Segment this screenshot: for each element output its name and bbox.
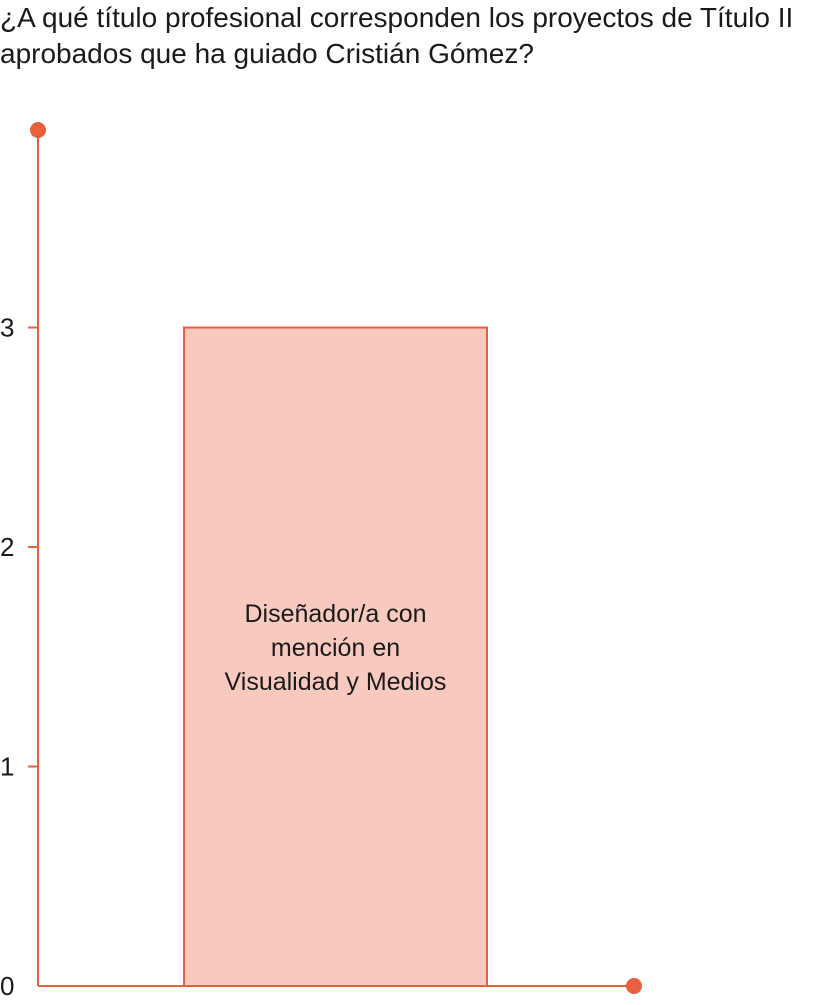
y-tick-label: 3: [0, 313, 14, 343]
y-tick-label: 1: [0, 752, 14, 782]
chart-title: ¿A qué título profesional corresponden l…: [0, 2, 794, 69]
y-axis-end-dot: [30, 122, 46, 138]
x-axis-end-dot: [626, 978, 642, 994]
bar: [183, 326, 488, 987]
bar-category-label-line: mención en: [271, 634, 400, 662]
bar-category-label-line: Diseñador/a con: [244, 600, 426, 628]
y-tick-label: 2: [0, 532, 14, 562]
bar-category-label: Diseñador/a con mención en Visualidad y Me…: [225, 600, 447, 696]
y-tick-label: 0: [0, 971, 14, 1001]
bar-category-label-line: Visualidad y Medios: [225, 668, 447, 696]
